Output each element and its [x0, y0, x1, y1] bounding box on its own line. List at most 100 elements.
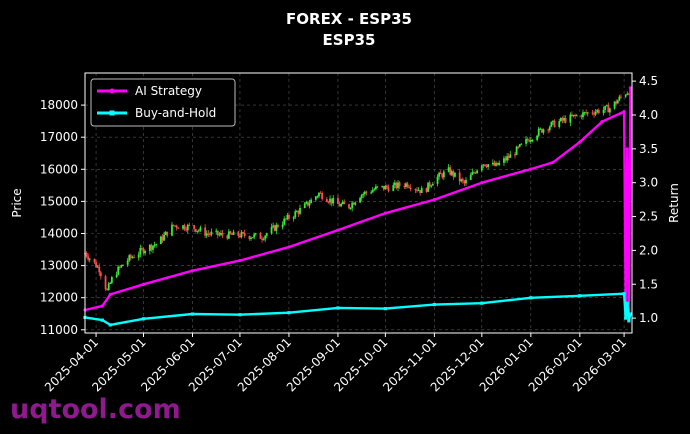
- candle-body-193: [509, 154, 512, 158]
- candle-body-5: [95, 262, 97, 268]
- series-point-0-13: [578, 140, 582, 144]
- candle-body-158: [431, 183, 434, 186]
- candle-body-188: [498, 162, 501, 166]
- legend-marker-bh: [109, 110, 115, 116]
- candle-body-173: [465, 179, 467, 184]
- candle-body-33: [155, 244, 158, 246]
- candle-body-125: [360, 195, 363, 198]
- candle-body-67: [231, 233, 233, 235]
- candle-body-117: [341, 201, 344, 205]
- candle-body-105: [316, 196, 319, 198]
- candle-body-136: [384, 185, 387, 190]
- candle-body-74: [248, 236, 251, 239]
- candle-body-165: [449, 167, 452, 175]
- candle-body-82: [264, 235, 267, 240]
- candle-body-233: [597, 109, 600, 114]
- candle-body-118: [343, 201, 346, 205]
- candle-body-112: [330, 198, 333, 204]
- candlesticks: [84, 91, 630, 292]
- candle-body-153: [420, 188, 423, 193]
- y-axis-label: Price: [10, 188, 24, 217]
- candle-body-39: [171, 224, 173, 236]
- candle-body-89: [281, 224, 284, 228]
- candle-body-201: [528, 140, 531, 142]
- candle-body-99: [303, 203, 306, 208]
- candle-body-90: [283, 218, 286, 225]
- candle-body-91: [284, 218, 287, 220]
- candle-body-143: [398, 182, 401, 187]
- series-point-0-5: [238, 258, 242, 263]
- candle-body-163: [442, 171, 445, 178]
- candle-body-198: [520, 143, 523, 145]
- candle-body-4: [93, 258, 96, 263]
- candle-body-159: [436, 176, 439, 184]
- candle-body-151: [417, 190, 420, 192]
- candle-body-221: [572, 114, 575, 117]
- candle-body-196: [517, 146, 520, 148]
- candle-body-146: [406, 183, 409, 187]
- candle-body-59: [215, 230, 218, 232]
- y-tick-label-1: 12000: [40, 291, 78, 305]
- candle-body-7: [98, 266, 101, 273]
- candle-body-144: [403, 186, 406, 188]
- candle-body-145: [405, 183, 407, 187]
- candle-body-174: [469, 174, 472, 180]
- candle-body-182: [485, 166, 488, 168]
- series-point-0-8: [383, 211, 387, 215]
- candle-body-80: [261, 238, 263, 240]
- candle-body-115: [338, 204, 341, 207]
- candle-body-187: [496, 162, 499, 166]
- candle-body-106: [318, 192, 320, 197]
- candle-body-38: [166, 231, 169, 236]
- return-lines: [83, 86, 633, 327]
- candle-body-186: [495, 162, 497, 166]
- candle-body-147: [408, 186, 410, 188]
- candle-body-20: [128, 255, 131, 261]
- candle-body-111: [329, 198, 331, 203]
- legend-label-bh: Buy-and-Hold: [135, 106, 216, 120]
- candle-body-244: [624, 94, 627, 97]
- series-point-1-2: [108, 323, 112, 327]
- candle-body-40: [172, 224, 175, 226]
- candle-body-242: [618, 96, 621, 101]
- candle-body-203: [531, 139, 534, 141]
- series-point-1-6: [287, 311, 291, 315]
- series-point-1-17: [628, 312, 633, 316]
- candle-body-234: [602, 109, 605, 114]
- candle-body-123: [354, 202, 357, 205]
- candle-body-150: [416, 189, 418, 191]
- candle-body-6: [96, 266, 99, 268]
- candle-body-69: [237, 231, 240, 236]
- candle-body-170: [460, 179, 463, 182]
- candle-body-156: [428, 182, 431, 187]
- candle-body-58: [210, 231, 213, 235]
- series-point-0-11: [529, 167, 533, 171]
- candle-body-44: [182, 225, 184, 229]
- candle-body-57: [208, 233, 211, 235]
- candle-body-226: [583, 112, 586, 114]
- candle-body-149: [414, 189, 417, 191]
- candle-body-148: [409, 187, 412, 190]
- candle-body-157: [430, 185, 433, 187]
- candle-body-218: [564, 118, 567, 123]
- candle-body-103: [310, 199, 312, 204]
- candle-body-42: [175, 225, 178, 228]
- y-tick-label-0: 11000: [40, 323, 78, 337]
- candle-body-241: [616, 100, 619, 104]
- candle-body-206: [539, 128, 542, 130]
- candle-body-232: [596, 109, 599, 112]
- candle-body-68: [232, 231, 235, 235]
- candle-body-126: [362, 193, 365, 196]
- candle-body-101: [307, 201, 309, 206]
- candle-body-26: [141, 247, 143, 249]
- candle-body-11: [107, 283, 110, 290]
- candle-body-167: [452, 171, 455, 177]
- candle-body-10: [106, 289, 109, 291]
- candle-body-45: [183, 225, 186, 230]
- series-point-1-15: [625, 301, 629, 305]
- candle-body-239: [613, 101, 616, 109]
- candle-body-62: [220, 233, 222, 235]
- candle-body-175: [471, 172, 474, 175]
- candle-body-138: [387, 187, 390, 191]
- candle-body-225: [582, 112, 584, 118]
